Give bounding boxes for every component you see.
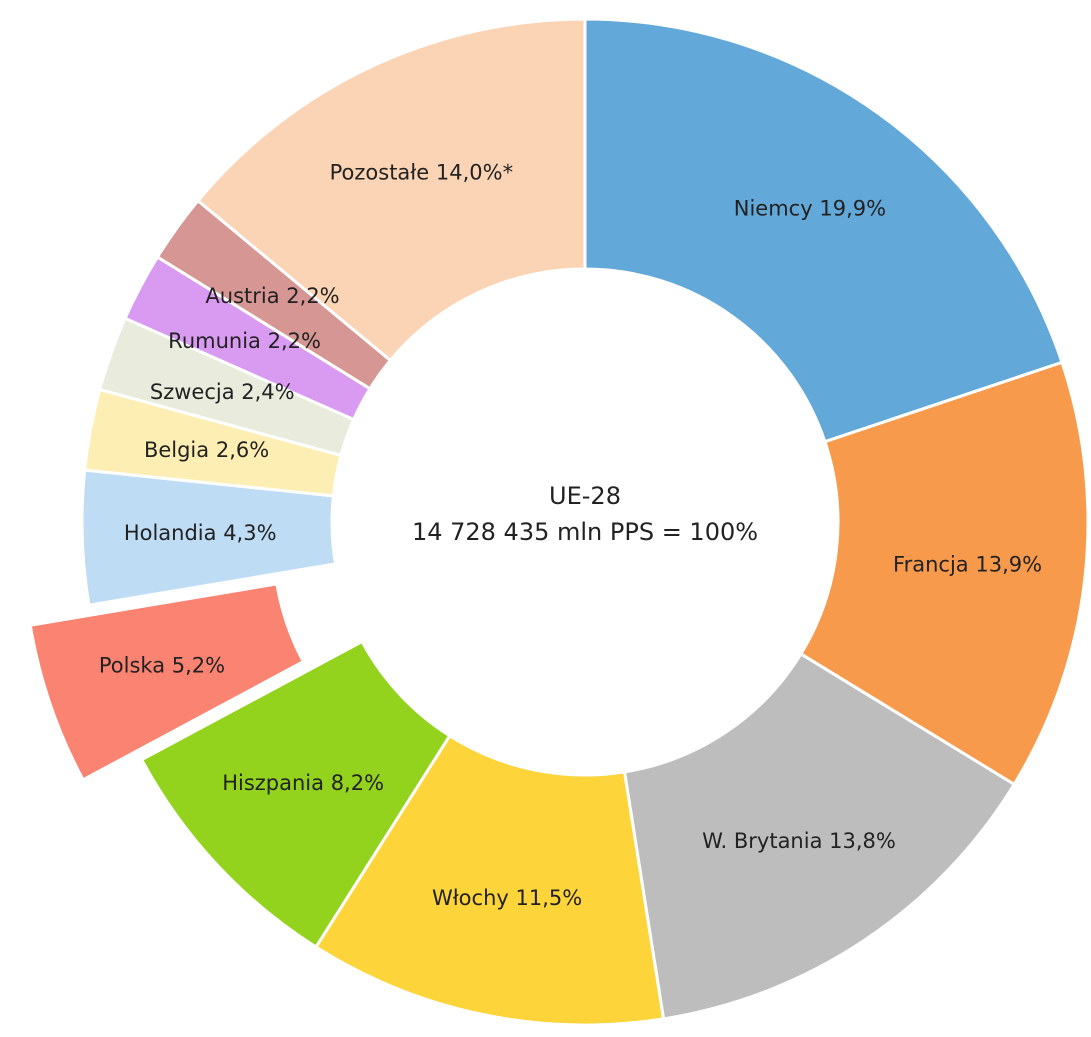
slice-label: Polska 5,2% — [99, 654, 225, 678]
slice-label: Holandia 4,3% — [124, 521, 277, 545]
slice-label: Szwecja 2,4% — [150, 380, 295, 404]
category-label: Belgia — [144, 438, 209, 462]
value-label: 13,9% — [975, 552, 1042, 576]
labels: Niemcy 19,9% Francja 13,9% W. Brytania 13,… — [99, 160, 1042, 910]
slice-label: Austria 2,2% — [205, 284, 339, 308]
slice — [139, 639, 452, 950]
category-label: Niemcy — [734, 197, 813, 221]
category-label: Francja — [893, 552, 969, 576]
slice-label: Włochy 11,5% — [432, 886, 582, 910]
value-label: 4,3% — [223, 521, 276, 545]
slice-label: Pozostałe 14,0%* — [330, 160, 513, 184]
slice — [622, 651, 1017, 1021]
category-label: Włochy — [432, 886, 509, 910]
category-label: Polska — [99, 654, 165, 678]
slice-label: W. Brytania 13,8% — [702, 829, 896, 853]
category-label: Austria — [205, 284, 279, 308]
value-label: 8,2% — [331, 771, 384, 795]
slice — [28, 582, 306, 782]
value-label: 5,2% — [172, 654, 225, 678]
value-label: 2,4% — [241, 380, 294, 404]
value-label: 19,9% — [819, 197, 886, 221]
slice — [313, 733, 666, 1027]
slice-label: Niemcy 19,9% — [734, 197, 886, 221]
slice-label: Francja 13,9% — [893, 552, 1042, 576]
slice — [583, 17, 1064, 444]
slice-label: Belgia 2,6% — [144, 438, 269, 462]
value-label: 2,2% — [286, 284, 339, 308]
category-label: Holandia — [124, 521, 217, 545]
slice-label: Hiszpania 8,2% — [222, 771, 384, 795]
slice-label: Rumunia 2,2% — [168, 329, 321, 353]
slices — [28, 17, 1090, 1027]
center-title: UE-28 — [549, 482, 621, 510]
category-label: Hiszpania — [222, 771, 324, 795]
category-label: Rumunia — [168, 329, 261, 353]
center-subtitle: 14 728 435 mln PPS = 100% — [412, 518, 758, 546]
value-label: 2,2% — [268, 329, 321, 353]
value-label: 13,8% — [829, 829, 896, 853]
value-label: 14,0%* — [436, 160, 513, 184]
category-label: Pozostałe — [330, 160, 430, 184]
value-label: 11,5% — [516, 886, 583, 910]
category-label: Szwecja — [150, 380, 235, 404]
slice — [195, 17, 587, 363]
slice — [798, 360, 1090, 787]
value-label: 2,6% — [216, 438, 269, 462]
category-label: W. Brytania — [702, 829, 822, 853]
